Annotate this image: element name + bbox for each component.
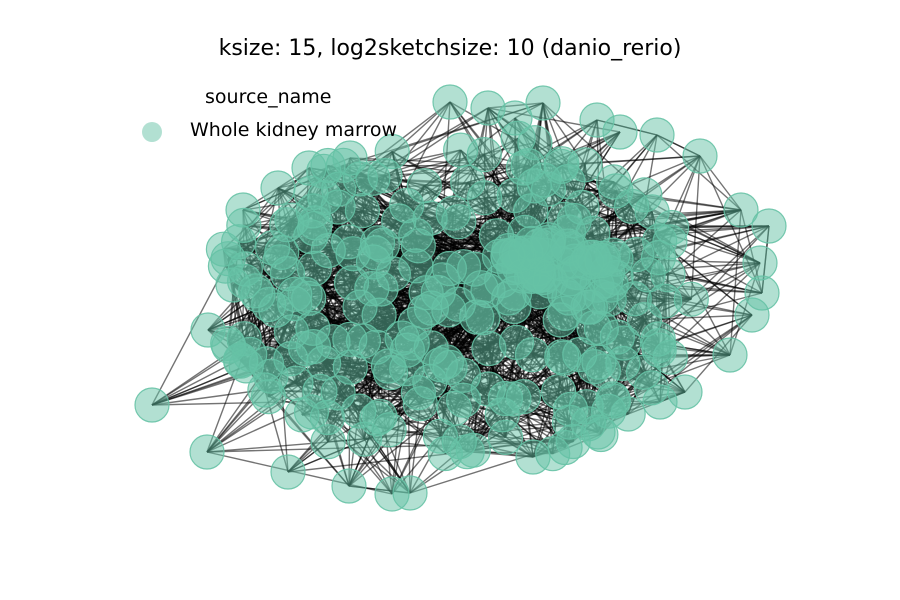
chart-title: ksize: 15, log2sketchsize: 10 (danio_rer… (218, 36, 682, 61)
legend-marker-icon (142, 122, 162, 142)
graph-node (134, 387, 170, 423)
graph-node (510, 148, 546, 184)
graph-node (682, 138, 718, 174)
graph-edge (729, 209, 742, 356)
graph-node (515, 439, 551, 475)
graph-node (455, 432, 491, 468)
graph-node (580, 414, 616, 450)
graph-node (392, 475, 428, 511)
graph-nodes (134, 84, 787, 512)
graph-node (751, 208, 787, 244)
graph-node (432, 349, 468, 385)
graph-node (742, 245, 778, 281)
graph-node (532, 263, 568, 299)
graph-node (228, 348, 264, 384)
graph-node (642, 384, 678, 420)
graph-node (734, 297, 770, 333)
graph-node (270, 454, 306, 490)
graph-node (361, 297, 397, 333)
graph-edge (651, 314, 753, 389)
graph-node (373, 355, 409, 391)
graph-node (673, 281, 709, 317)
graph-node (264, 234, 300, 270)
graph-node (544, 146, 580, 182)
graph-node (375, 256, 411, 292)
graph-node (320, 375, 356, 411)
graph-node (552, 391, 589, 427)
graph-node (487, 380, 523, 417)
graph-node (381, 203, 417, 239)
graph-node (359, 401, 395, 437)
graph-node (546, 340, 582, 376)
graph-node (471, 330, 507, 367)
graph-node (291, 150, 327, 186)
legend-title: source_name (205, 86, 332, 108)
graph-node (459, 299, 495, 335)
graph-node (525, 85, 561, 121)
graph-node (466, 180, 503, 216)
graph-node (432, 84, 468, 120)
graph-node (568, 245, 605, 281)
graph-edge (151, 265, 227, 406)
graph-node (627, 177, 663, 213)
graph-node (406, 168, 442, 204)
graph-node (498, 235, 535, 271)
legend-entry: Whole kidney marrow (138, 119, 438, 145)
graph-node (345, 323, 381, 359)
graph-edge (644, 314, 753, 321)
graph-node (513, 193, 549, 229)
graph-node (332, 140, 368, 176)
graph-node (576, 310, 612, 346)
graph-node (642, 223, 678, 259)
graph-node (497, 100, 533, 136)
graph-node (215, 267, 251, 303)
graph-node (441, 204, 477, 240)
graph-node (331, 468, 367, 504)
graph-node (374, 133, 410, 170)
graph-node (189, 434, 225, 470)
legend-label: Whole kidney marrow (190, 119, 398, 141)
graph-node (296, 210, 333, 247)
graph-node (225, 192, 261, 228)
graph-node (466, 137, 502, 173)
graph-node (287, 276, 323, 312)
graph-node (295, 310, 331, 346)
graph-node (581, 344, 617, 380)
graph-node (723, 192, 759, 228)
graph-node (712, 337, 748, 373)
graph-node (408, 275, 444, 311)
graph-node (260, 170, 296, 206)
graph-node (640, 328, 677, 364)
graph-node (514, 337, 551, 373)
graph-node (190, 312, 226, 348)
graph-node (639, 117, 675, 153)
graph-node (251, 286, 287, 323)
graph-node (602, 114, 638, 150)
graph-node (625, 354, 662, 390)
